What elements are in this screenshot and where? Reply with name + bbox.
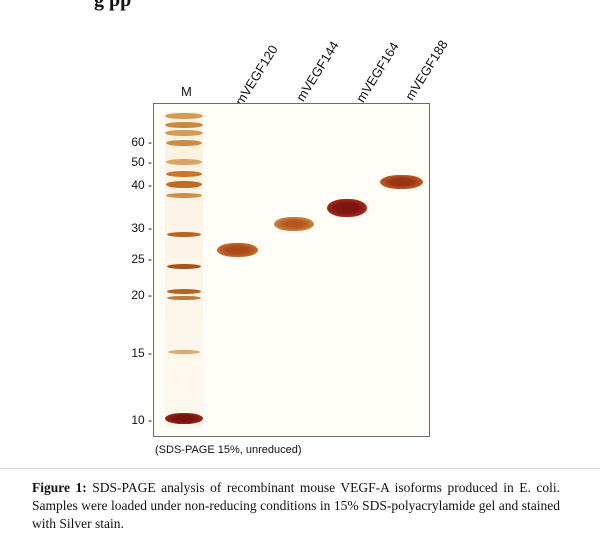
sample-band-mvegf164 [327,199,367,217]
ladder-band [166,159,202,165]
ladder-band [168,350,200,354]
ladder-band [167,296,201,300]
ladder-band [166,181,202,188]
mw-marker-50: 50 - [131,155,152,169]
gel-image [153,103,430,437]
lane-label-mvegf144: mVEGF144 [293,38,342,104]
sample-band-mvegf144 [274,217,314,231]
figure-caption-text: SDS-PAGE analysis of recombinant mouse V… [32,480,560,531]
ladder-band [165,413,203,424]
ladder-band [166,140,202,146]
ladder-band [165,130,203,136]
sample-band-mvegf188 [380,175,423,189]
sample-band-mvegf120 [217,243,258,257]
mw-marker-60: 60 - [131,135,152,149]
gel-conditions-note: (SDS-PAGE 15%, unreduced) [155,444,302,456]
divider [0,468,600,469]
lane-label-mvegf120: mVEGF120 [232,42,281,108]
lane-label-mvegf188: mVEGF188 [402,37,451,103]
mw-marker-20: 20 - [131,288,152,302]
mw-marker-40: 40 - [131,178,152,192]
ladder-band [167,264,201,269]
mw-marker-25: 25 - [131,252,152,266]
ladder-band [165,113,203,119]
ladder-band [165,122,203,128]
section-heading-fragment: g pp [94,0,132,11]
ladder-band [166,171,202,177]
mw-marker-10: 10 - [131,413,152,427]
ladder-band [166,193,202,198]
ladder-band [167,289,201,294]
mw-marker-15: 15 - [131,346,152,360]
ladder-band [167,232,201,237]
marker-lane-label: M [181,84,192,99]
figure-caption-label: Figure 1: [32,480,87,495]
lane-label-mvegf164: mVEGF164 [353,39,402,105]
figure-caption: Figure 1: SDS-PAGE analysis of recombina… [32,479,560,533]
mw-marker-30: 30 - [131,221,152,235]
